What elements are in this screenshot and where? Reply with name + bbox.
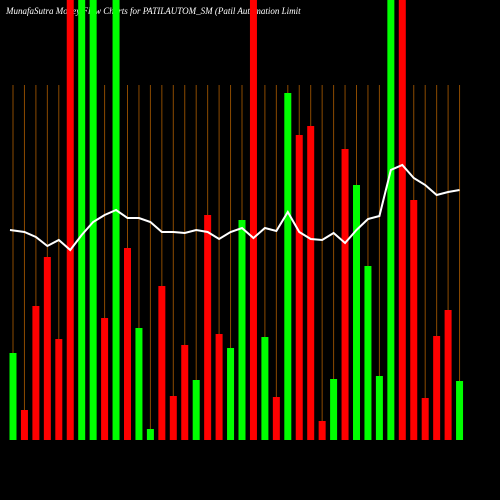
bar [124, 248, 131, 440]
bar [66, 0, 74, 440]
bar [421, 398, 429, 440]
bar [227, 348, 235, 440]
bar [146, 429, 154, 440]
bar [238, 220, 246, 440]
bar [32, 306, 40, 440]
average-line [9, 163, 460, 252]
bar [89, 0, 97, 440]
bar [249, 0, 257, 440]
bar [192, 380, 200, 440]
bar [295, 135, 303, 440]
bar [307, 126, 315, 440]
bar [9, 353, 17, 440]
bar [353, 185, 360, 440]
bar [398, 0, 406, 440]
bar [135, 328, 143, 440]
bar [101, 318, 109, 440]
bar [444, 310, 452, 440]
bar [158, 286, 166, 440]
bar [215, 334, 223, 440]
bar [318, 421, 326, 440]
bar [375, 376, 383, 440]
bar [181, 345, 189, 440]
bar [272, 397, 280, 440]
bar [456, 381, 464, 440]
bar [387, 0, 395, 440]
bar [364, 266, 372, 440]
bar [330, 379, 338, 440]
chart-title: MunafaSutra Money Flow Charts for PATILA… [5, 6, 301, 16]
bar [55, 339, 63, 440]
bar [78, 0, 86, 440]
bar [284, 93, 292, 440]
bar [341, 149, 349, 440]
bar [169, 396, 177, 440]
bar [433, 336, 441, 440]
bar [261, 337, 269, 440]
bar [112, 0, 120, 440]
bar [20, 410, 28, 440]
bar [43, 257, 51, 440]
bar [410, 200, 418, 440]
bar [204, 215, 212, 440]
